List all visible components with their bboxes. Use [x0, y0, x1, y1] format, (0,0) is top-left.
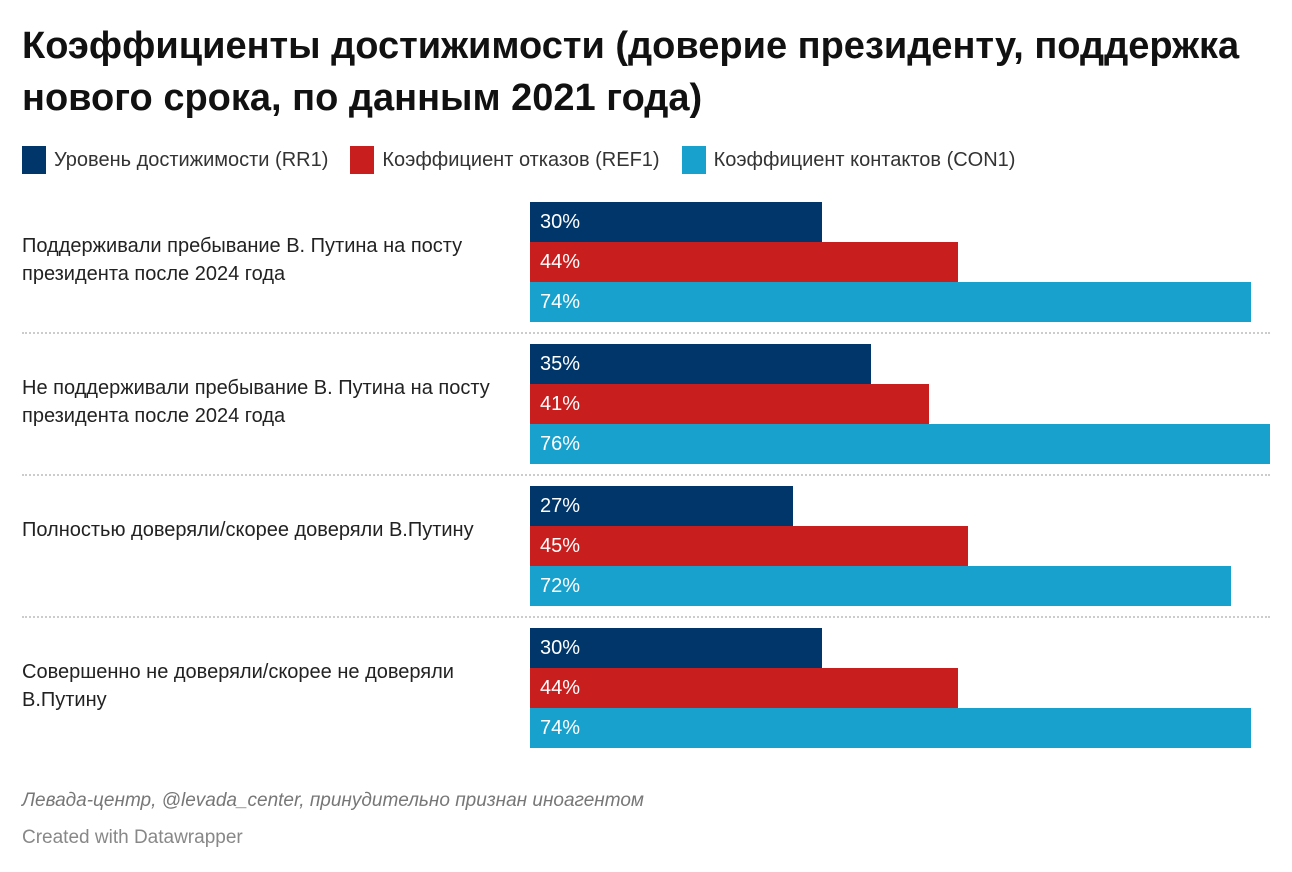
bar	[530, 628, 823, 668]
bar-value-label: 41%	[540, 393, 581, 415]
bar-value-label: 72%	[540, 575, 581, 597]
legend-label: Коэффициент отказов (REF1)	[382, 148, 660, 171]
bar	[530, 424, 1270, 464]
group-divider	[22, 474, 1270, 476]
bar	[530, 202, 823, 242]
legend-swatch	[22, 146, 46, 174]
category-label: Совершенно не доверяли/скорее не доверял…	[22, 661, 454, 711]
category-label: Поддерживали пребывание В. Путина на пос…	[22, 235, 463, 285]
bar-value-label: 44%	[540, 251, 581, 273]
bar-value-label: 27%	[540, 495, 581, 517]
credit-link[interactable]: Created with Datawrapper	[22, 827, 243, 848]
legend-label: Уровень достижимости (RR1)	[54, 148, 329, 171]
legend-swatch	[350, 146, 375, 174]
bar	[530, 242, 959, 282]
bar	[530, 384, 930, 424]
legend-item: Уровень достижимости (RR1)	[22, 146, 328, 174]
bar	[530, 708, 1251, 748]
bar-value-label: 44%	[540, 677, 581, 699]
chart-title: Коэффициенты достижимости (доверие прези…	[22, 25, 1240, 119]
category-label: Полностью доверяли/скорее доверяли В.Пут…	[22, 519, 474, 541]
bar-value-label: 45%	[540, 535, 581, 557]
bar	[530, 282, 1251, 322]
bar-value-label: 35%	[540, 353, 581, 375]
bar	[530, 344, 871, 384]
bar-value-label: 74%	[540, 717, 581, 739]
bar-value-label: 30%	[540, 637, 581, 659]
bar	[530, 486, 793, 526]
bar	[530, 566, 1232, 606]
bar-value-label: 74%	[540, 291, 581, 313]
bar	[530, 668, 959, 708]
legend: Уровень достижимости (RR1) Коэффициент от…	[22, 146, 1015, 174]
group-divider	[22, 332, 1270, 334]
group-divider	[22, 616, 1270, 618]
source-note: Левада-центр, @levada_center, принудител…	[22, 790, 644, 811]
bar-value-label: 76%	[540, 433, 581, 455]
bar	[530, 526, 969, 566]
legend-item: Коэффициент контактов (CON1)	[681, 146, 1016, 174]
legend-label: Коэффициент контактов (CON1)	[713, 148, 1016, 171]
legend-swatch	[681, 146, 706, 174]
legend-item: Коэффициент отказов (REF1)	[350, 146, 660, 174]
bar-value-label: 30%	[540, 211, 581, 233]
category-label: Не поддерживали пребывание В. Путина на …	[22, 377, 490, 427]
